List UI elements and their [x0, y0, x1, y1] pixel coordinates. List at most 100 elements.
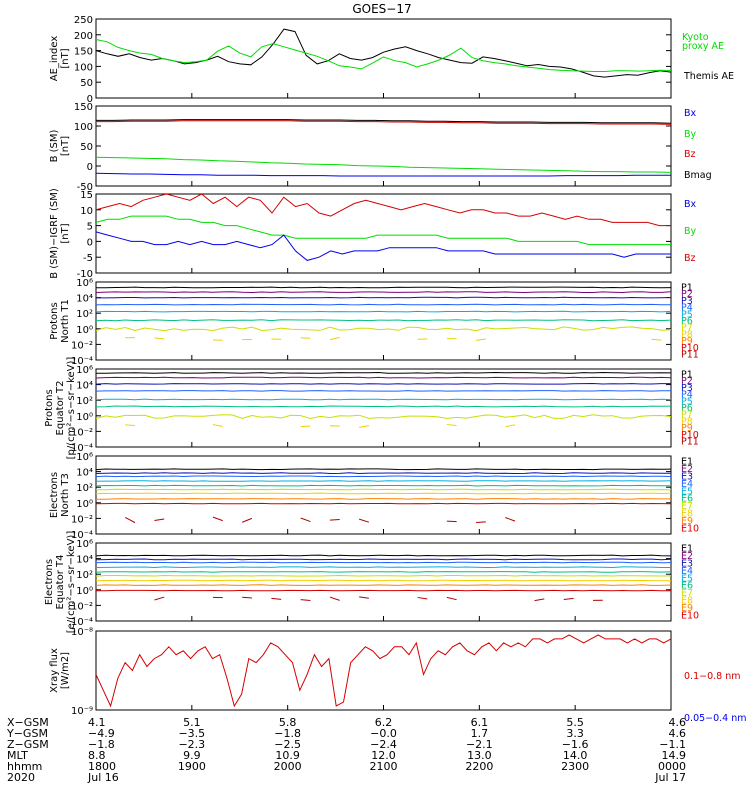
series-line-E7: [96, 579, 671, 582]
legend-entry: P7: [681, 323, 693, 334]
footer-row-label: X−GSM: [7, 716, 49, 729]
plot-frame: [95, 542, 672, 622]
legend-entry: E2: [681, 551, 693, 562]
series-line-Bx: [96, 231, 671, 261]
series-line-P3: [96, 382, 671, 385]
legend-entry: E9: [681, 603, 693, 614]
series-line-P4: [96, 303, 671, 306]
series-segment-P8: [125, 424, 136, 427]
y-tick-label: 10⁴: [76, 468, 93, 479]
footer-value: −1.1: [659, 738, 686, 751]
y-tick-label: 0: [87, 162, 93, 173]
series-line-Bmag: [96, 119, 671, 124]
panel-bsm: -50 0 50 100 150 B (SM) [nT] Bx By Bz Bmag: [49, 102, 712, 193]
series-line-E4: [96, 480, 671, 482]
series-segment-P8: [505, 424, 516, 428]
y-tick-label: 10⁻⁴: [71, 617, 93, 628]
y-tick-label: 10⁴: [76, 381, 93, 392]
y-axis-label: B (SM)−IGRF (SM): [49, 188, 60, 279]
series-segment-P8: [446, 423, 457, 427]
y-tick-label: 100: [74, 62, 93, 73]
footer-value: 0000: [658, 760, 686, 773]
legend-entry: P7: [681, 410, 693, 421]
legend-entry: P11: [681, 437, 699, 448]
series-line-Themis AE: [96, 28, 671, 78]
footer-value: 14.9: [662, 749, 687, 762]
series-line-P4: [96, 390, 671, 392]
series-segment-P8: [300, 337, 311, 339]
footer-value: −0.0: [370, 727, 397, 740]
footer-value: 8.8: [88, 749, 106, 762]
y-axis-label: B (SM): [49, 129, 60, 162]
legend-entry: E5: [681, 486, 693, 497]
y-tick-label: 10⁻²: [71, 514, 93, 525]
y-axis-label: AE_index: [49, 36, 60, 82]
series-group: [96, 468, 671, 524]
y-tick-label: 10⁻⁹: [71, 706, 93, 717]
legend-entry: P10: [681, 343, 699, 354]
series-line-P5: [96, 398, 671, 401]
series-line-0.1−0.8 nm: [96, 634, 671, 708]
y-axis-label: Electrons: [44, 559, 55, 605]
legend-entry: E7: [681, 588, 693, 599]
legend-entry: P5: [681, 396, 693, 407]
legend-entry: P1: [681, 369, 693, 380]
legend-entry: E10: [681, 610, 699, 621]
series-group: [96, 554, 671, 602]
legend-entry: P6: [681, 403, 693, 414]
series-line-P5: [96, 310, 671, 313]
plot-frame: [95, 455, 672, 535]
legend-entry: E8: [681, 509, 693, 520]
y-axis-label: [p/(cm²−s−sr−keV)]: [66, 357, 77, 460]
series-line-E2: [96, 472, 671, 475]
series-line-E3: [96, 561, 671, 564]
series-segment-E10: [359, 596, 369, 599]
y-tick-label: 10²: [76, 396, 93, 407]
footer-value: 2200: [465, 760, 493, 773]
plot-frame: [95, 18, 672, 99]
y-tick-label: 10⁰: [76, 586, 93, 597]
series-segment-E10: [300, 517, 311, 523]
series-line-E8: [96, 498, 671, 500]
footer-value: 2100: [370, 760, 398, 773]
footer-value: 4.6: [669, 716, 687, 729]
chart-title: GOES−17: [352, 2, 411, 16]
footer-value: 2000: [274, 760, 302, 773]
footer-value: 5.5: [566, 716, 584, 729]
legend-entry: E9: [681, 516, 693, 527]
y-tick-label: 0: [87, 237, 93, 248]
y-axis-label: North T1: [60, 299, 71, 343]
series-segment-P8: [329, 336, 340, 341]
series-line-E7: [96, 492, 671, 495]
legend-entry: E3: [681, 472, 693, 483]
y-tick-label: 10⁴: [76, 294, 93, 305]
series-line-P1: [96, 371, 671, 374]
legend-entry: Bx: [684, 108, 697, 119]
legend-entry: E6: [681, 581, 693, 592]
legend-entry: Bz: [684, 253, 696, 264]
legend-entry: P5: [681, 309, 693, 320]
legend-entry: P6: [681, 316, 693, 327]
y-tick-label: 10⁻⁴: [71, 356, 93, 367]
legend-entry: E4: [681, 566, 693, 577]
y-tick-label: 10: [80, 206, 93, 217]
series-line-E2: [96, 558, 671, 561]
y-axis-label: Protons: [44, 389, 55, 426]
legend-entry: Bx: [684, 199, 697, 210]
y-tick-label: 10²: [76, 570, 93, 581]
series-segment-P8: [154, 337, 165, 340]
legend-entry: By: [684, 129, 697, 140]
y-tick-label: 10⁻²: [71, 340, 93, 351]
footer-value: Jul 17: [654, 771, 686, 784]
footer-value: 5.8: [279, 716, 297, 729]
y-tick-label: 10⁻²: [71, 601, 93, 612]
series-segment-P8: [300, 425, 311, 428]
series-segment-E10: [417, 596, 428, 600]
footer-value: 2300: [561, 760, 589, 773]
footer-row-label: Z−GSM: [7, 738, 49, 751]
y-axis-label: [nT]: [60, 223, 71, 243]
series-line-E6: [96, 488, 671, 491]
